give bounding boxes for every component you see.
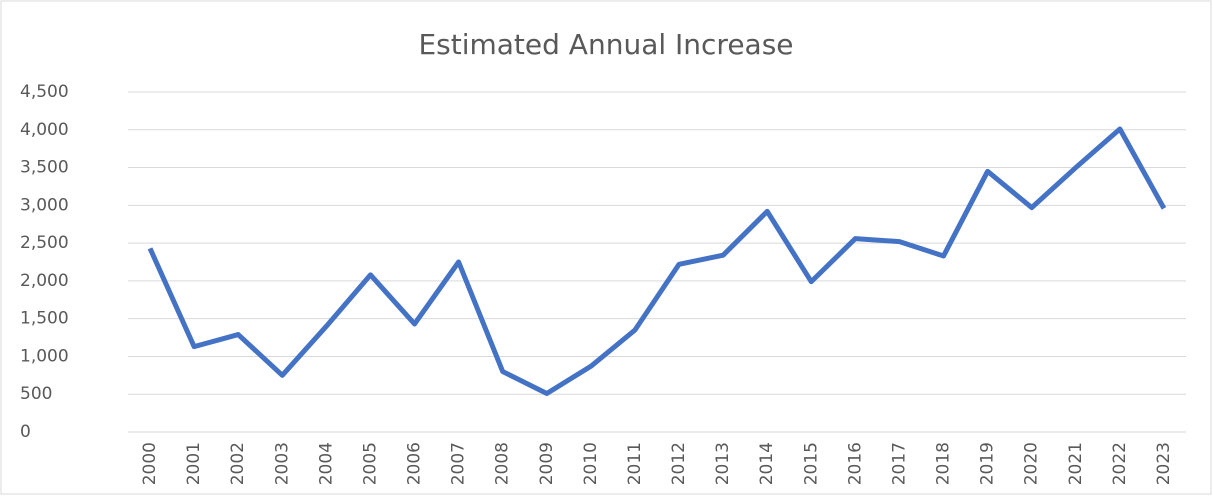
- x-tick-label: 2007: [449, 442, 469, 485]
- x-tick-label: 2020: [1022, 442, 1042, 485]
- x-tick-label: 2015: [801, 442, 821, 485]
- y-tick-label: 0: [20, 422, 31, 442]
- y-tick-label: 1,500: [20, 309, 69, 329]
- x-tick-label: 2003: [272, 442, 292, 485]
- x-tick-label: 2014: [757, 442, 777, 485]
- x-tick-label: 2010: [581, 442, 601, 485]
- x-tick-label: 2017: [889, 442, 909, 485]
- x-tick-label: 2022: [1110, 442, 1130, 485]
- y-tick-label: 3,000: [20, 195, 69, 215]
- x-tick-label: 2021: [1066, 442, 1086, 485]
- y-tick-label: 1,000: [20, 346, 69, 366]
- x-tick-label: 2023: [1154, 442, 1174, 485]
- chart-title: Estimated Annual Increase: [418, 28, 793, 61]
- x-tick-label: 2000: [140, 442, 160, 485]
- x-tick-label: 2016: [845, 442, 865, 485]
- x-tick-label: 2018: [934, 442, 954, 485]
- x-tick-label: 2012: [669, 442, 689, 485]
- x-tick-label: 2011: [625, 442, 645, 485]
- data-line: [147, 126, 1167, 396]
- x-tick-label: 2009: [537, 442, 557, 485]
- x-tick-label: 2008: [493, 442, 513, 485]
- x-tick-label: 2004: [316, 442, 336, 485]
- y-tick-label: 4,500: [20, 82, 69, 102]
- x-tick-label: 2005: [360, 442, 380, 485]
- x-tick-label: 2006: [405, 442, 425, 485]
- y-tick-label: 3,500: [20, 158, 69, 178]
- x-tick-label: 2019: [978, 442, 998, 485]
- y-tick-label: 4,000: [20, 120, 69, 140]
- x-tick-label: 2001: [184, 442, 204, 485]
- x-tick-label: 2002: [228, 442, 248, 485]
- y-tick-label: 500: [20, 384, 52, 404]
- y-tick-label: 2,500: [20, 233, 69, 253]
- y-tick-label: 2,000: [20, 271, 69, 291]
- x-tick-label: 2013: [713, 442, 733, 485]
